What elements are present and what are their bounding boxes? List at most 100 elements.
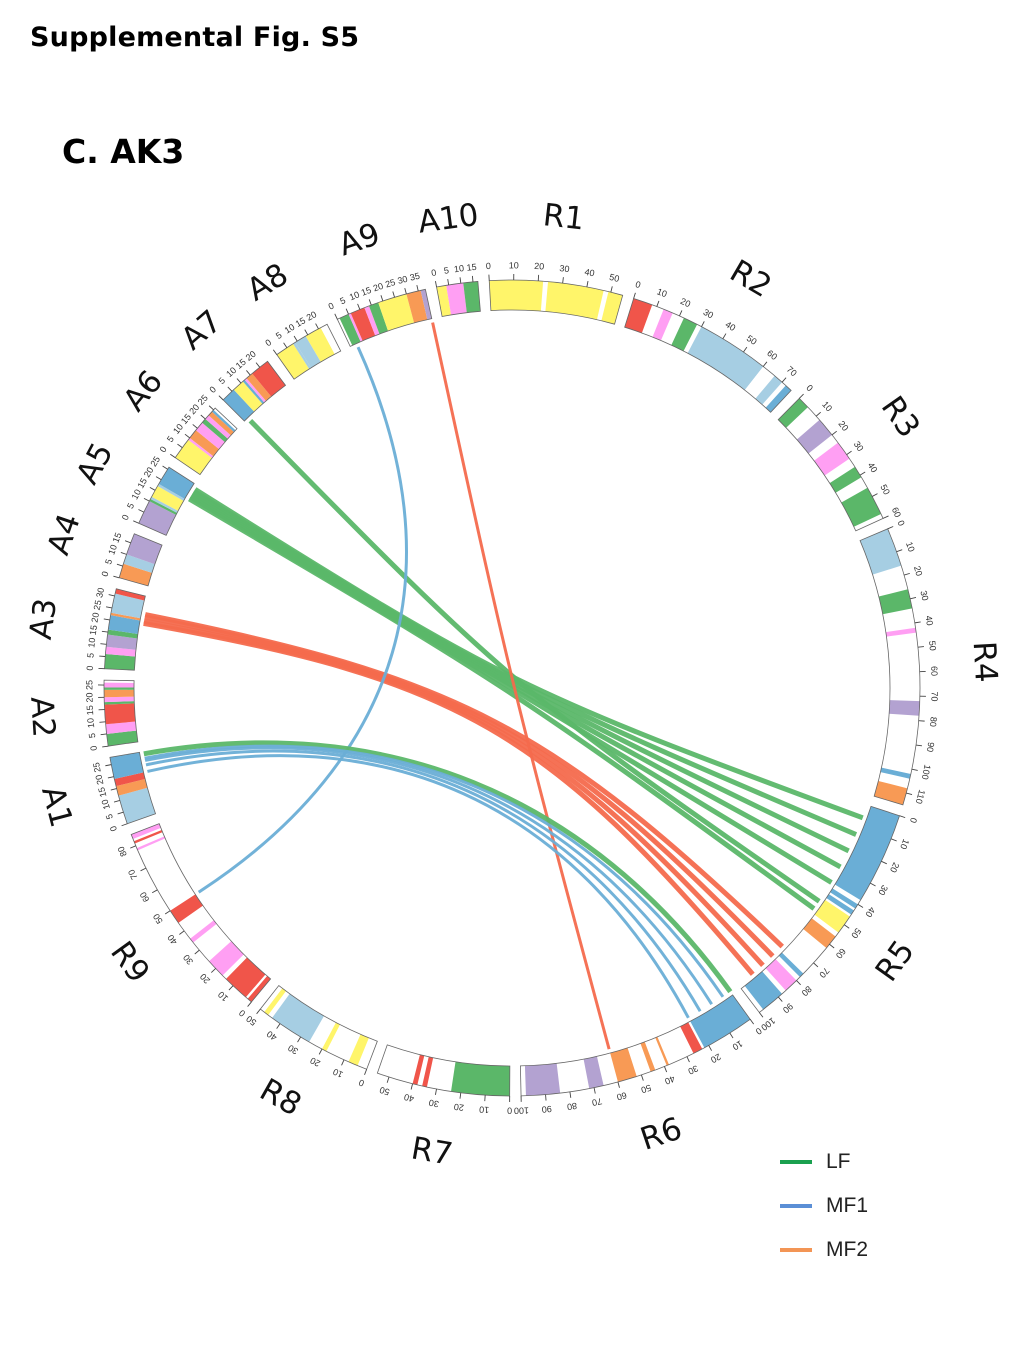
tick-label-r5-50: 50 bbox=[849, 926, 863, 940]
band-a5-4 bbox=[157, 483, 185, 501]
tick-a10-0 bbox=[435, 281, 438, 288]
band-a8-2 bbox=[295, 336, 321, 368]
tick-label-r6-10: 10 bbox=[731, 1038, 745, 1052]
chromosome-a3-outline bbox=[104, 588, 146, 671]
tick-label-r7-50: 50 bbox=[378, 1085, 391, 1098]
band-r5-4 bbox=[803, 918, 836, 949]
legend-swatch-mf2 bbox=[780, 1248, 812, 1252]
band-r2-5 bbox=[755, 375, 783, 405]
tick-r3-10 bbox=[815, 411, 822, 417]
tick-a6-5 bbox=[177, 443, 183, 449]
band-r5-2 bbox=[826, 894, 854, 915]
band-a8-3 bbox=[305, 327, 335, 362]
tick-a5-20 bbox=[155, 476, 162, 481]
tick-label-r6-100: 100 bbox=[514, 1105, 529, 1115]
tick-label-r1-20: 20 bbox=[534, 261, 545, 272]
link-mf1-16 bbox=[145, 749, 702, 1012]
tick-label-a3-20: 20 bbox=[90, 612, 102, 624]
tick-label-a3-0: 0 bbox=[85, 665, 95, 670]
tick-a9-0 bbox=[334, 313, 338, 320]
band-r3-3 bbox=[829, 466, 862, 493]
tick-label-r4-0: 0 bbox=[896, 519, 907, 528]
ideogram-layer: 0 10 20 30 40 50R1010203040506070R20102030405… bbox=[23, 197, 1004, 1173]
chromosome-label-a5: A5 bbox=[70, 437, 121, 490]
band-a3-2 bbox=[106, 634, 138, 650]
band-a2-5 bbox=[104, 689, 135, 698]
chromosome-a9-outline bbox=[336, 288, 433, 347]
tick-r5-80 bbox=[796, 980, 801, 986]
tick-a10-15 bbox=[471, 275, 474, 282]
tick-label-r3-50: 50 bbox=[878, 483, 892, 497]
legend-item-mf1: MF1 bbox=[780, 1184, 868, 1228]
tick-a3-15 bbox=[101, 630, 108, 633]
band-a6-4 bbox=[202, 418, 228, 443]
tick-label-a2-10: 10 bbox=[85, 718, 96, 729]
tick-a2-5 bbox=[100, 733, 107, 736]
tick-r6-50 bbox=[640, 1074, 644, 1081]
tick-r8-0 bbox=[364, 1069, 368, 1075]
band-r8-3 bbox=[264, 988, 287, 1016]
band-a7-5 bbox=[252, 361, 286, 397]
tick-a1-25 bbox=[105, 764, 112, 767]
tick-label-r5-70: 70 bbox=[817, 966, 831, 980]
tick-a3-20 bbox=[103, 618, 110, 621]
tick-r6-60 bbox=[617, 1081, 620, 1088]
chromosome-r2-outline bbox=[624, 298, 792, 413]
tick-a7-5 bbox=[227, 386, 233, 392]
tick-label-a10-0: 0 bbox=[430, 267, 437, 278]
chromosome-label-a7: A7 bbox=[174, 303, 229, 357]
band-a7-0 bbox=[223, 389, 255, 422]
tick-label-a3-5: 5 bbox=[85, 652, 95, 658]
tick-r6-40 bbox=[664, 1066, 668, 1073]
link-mf2-11 bbox=[431, 322, 611, 1050]
tick-r2-20 bbox=[679, 310, 683, 317]
tick-r6-0 bbox=[749, 1019, 755, 1025]
band-r6-5 bbox=[583, 1056, 604, 1089]
tick-label-r1-30: 30 bbox=[559, 263, 570, 274]
chromosome-label-r7: R7 bbox=[409, 1130, 456, 1172]
band-r7-1 bbox=[422, 1056, 434, 1088]
tick-label-a2-25: 25 bbox=[84, 680, 94, 690]
tick-label-a10-10: 10 bbox=[453, 263, 464, 274]
tick-label-r6-80: 80 bbox=[566, 1101, 577, 1112]
band-a10-2 bbox=[463, 281, 481, 313]
band-a3-7 bbox=[115, 588, 146, 601]
band-a9-2 bbox=[350, 307, 376, 341]
chromosome-label-a9: A9 bbox=[334, 216, 384, 263]
chromosome-a6-outline bbox=[174, 407, 238, 476]
band-r9-3 bbox=[190, 920, 217, 943]
band-a7-2 bbox=[242, 379, 265, 404]
tick-a1-20 bbox=[107, 776, 114, 779]
tick-r5-0 bbox=[899, 815, 906, 819]
tick-label-r9-10: 10 bbox=[216, 989, 230, 1003]
band-a5-1 bbox=[149, 498, 178, 515]
band-r9-5 bbox=[136, 836, 166, 851]
band-a2-0 bbox=[106, 730, 138, 747]
tick-label-r4-10: 10 bbox=[904, 540, 917, 553]
tick-label-r6-60: 60 bbox=[616, 1090, 628, 1102]
band-r4-3 bbox=[889, 700, 920, 716]
chromosome-r7: 0 10 20 30 40 50 R7 bbox=[376, 1044, 512, 1173]
band-a2-6 bbox=[104, 687, 135, 690]
tick-a5-0 bbox=[133, 520, 139, 524]
tick-a7-10 bbox=[236, 378, 242, 384]
tick-r1-30 bbox=[562, 277, 564, 284]
tick-label-r4-70: 70 bbox=[929, 691, 939, 701]
tick-label-r5-30: 30 bbox=[876, 883, 890, 897]
tick-r4-0 bbox=[887, 526, 894, 530]
chromosome-a1-outline bbox=[109, 751, 157, 825]
tick-label-r5-0: 0 bbox=[908, 816, 919, 824]
chromosome-a10: 0 5 10 15 A10 bbox=[416, 197, 481, 317]
tick-label-a2-5: 5 bbox=[87, 733, 98, 739]
band-r9-2 bbox=[209, 941, 244, 976]
tick-r8-50 bbox=[256, 1008, 261, 1015]
tick-label-r2-70: 70 bbox=[785, 364, 799, 378]
tick-a3-25 bbox=[105, 606, 113, 609]
tick-r9-10 bbox=[228, 985, 234, 991]
link-lf-13 bbox=[143, 740, 733, 994]
tick-label-a2-15: 15 bbox=[85, 705, 96, 716]
band-a9-3 bbox=[364, 305, 380, 336]
